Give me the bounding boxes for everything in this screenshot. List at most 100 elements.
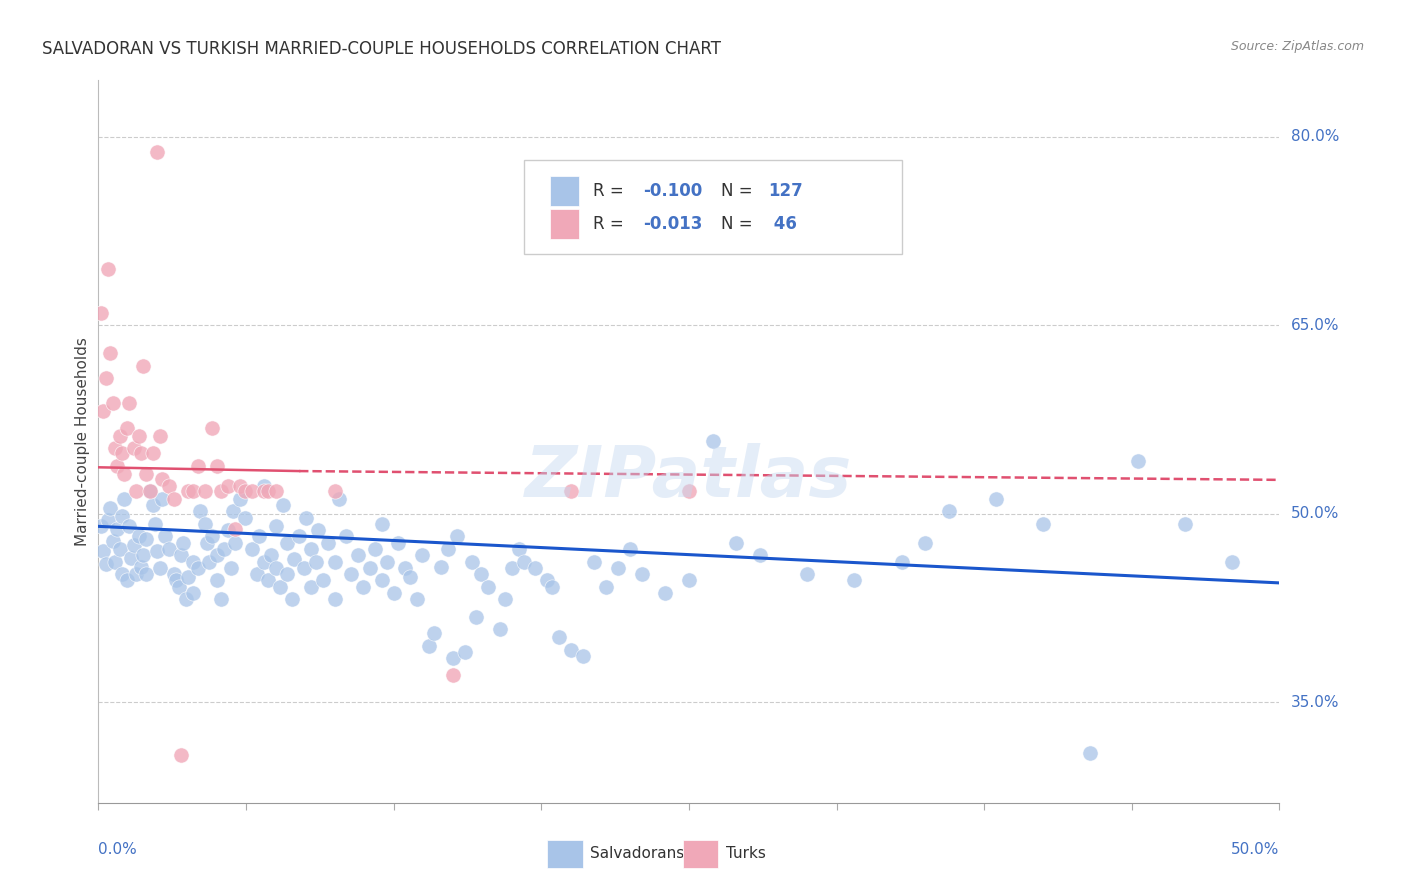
- Point: [512, 555, 534, 569]
- Point: [560, 484, 582, 499]
- Point: [399, 569, 422, 583]
- Point: [122, 538, 145, 552]
- Point: [108, 429, 131, 443]
- Text: 65.0%: 65.0%: [1291, 318, 1339, 333]
- Point: [253, 484, 276, 499]
- Point: [104, 442, 127, 456]
- Point: [146, 544, 169, 558]
- Point: [112, 467, 135, 481]
- Point: [914, 535, 936, 549]
- Point: [607, 561, 630, 575]
- Point: [501, 561, 523, 575]
- Point: [209, 484, 232, 499]
- Point: [441, 651, 464, 665]
- Point: [276, 567, 298, 582]
- Text: 35.0%: 35.0%: [1291, 695, 1339, 710]
- Point: [135, 532, 157, 546]
- Point: [382, 586, 405, 600]
- Point: [387, 535, 409, 549]
- Point: [295, 510, 318, 524]
- Point: [260, 548, 283, 562]
- FancyBboxPatch shape: [550, 176, 579, 206]
- Point: [281, 592, 304, 607]
- Point: [702, 434, 724, 448]
- Point: [150, 491, 173, 506]
- Point: [352, 580, 374, 594]
- Point: [1174, 516, 1197, 531]
- Point: [418, 639, 440, 653]
- Point: [111, 567, 134, 582]
- Point: [143, 516, 166, 531]
- Point: [264, 519, 287, 533]
- Point: [135, 567, 157, 582]
- Point: [198, 555, 221, 569]
- Point: [890, 555, 912, 569]
- Text: 127: 127: [768, 182, 803, 200]
- Point: [97, 513, 120, 527]
- Point: [264, 484, 287, 499]
- Point: [118, 519, 141, 533]
- Point: [340, 567, 363, 582]
- Point: [98, 346, 121, 360]
- Text: R =: R =: [593, 182, 630, 200]
- Text: R =: R =: [593, 215, 630, 233]
- Point: [105, 522, 128, 536]
- Point: [271, 498, 294, 512]
- Point: [257, 484, 280, 499]
- Point: [423, 626, 446, 640]
- Point: [233, 510, 256, 524]
- Point: [430, 559, 453, 574]
- Point: [94, 557, 117, 571]
- Point: [359, 561, 381, 575]
- Point: [108, 541, 131, 556]
- Y-axis label: Married-couple Households: Married-couple Households: [75, 337, 90, 546]
- Point: [844, 574, 866, 588]
- Point: [205, 574, 228, 588]
- Point: [725, 535, 748, 549]
- Point: [489, 623, 512, 637]
- Point: [678, 574, 700, 588]
- Point: [219, 561, 242, 575]
- Point: [224, 522, 246, 536]
- Point: [98, 500, 121, 515]
- Point: [181, 555, 204, 569]
- Point: [142, 498, 165, 512]
- Point: [129, 559, 152, 574]
- Point: [90, 306, 112, 320]
- Point: [194, 516, 217, 531]
- Point: [132, 359, 155, 373]
- Point: [229, 479, 252, 493]
- Point: [335, 529, 357, 543]
- Point: [460, 555, 482, 569]
- Point: [139, 484, 162, 499]
- Point: [146, 145, 169, 159]
- Point: [465, 610, 488, 624]
- Point: [437, 541, 460, 556]
- Point: [276, 535, 298, 549]
- Point: [571, 648, 593, 663]
- Point: [205, 548, 228, 562]
- Point: [406, 592, 429, 607]
- Text: 0.0%: 0.0%: [98, 842, 138, 856]
- Text: N =: N =: [721, 215, 758, 233]
- Point: [170, 548, 193, 562]
- Text: Source: ZipAtlas.com: Source: ZipAtlas.com: [1230, 40, 1364, 54]
- Point: [470, 567, 492, 582]
- Point: [453, 645, 475, 659]
- Point: [323, 555, 346, 569]
- Text: -0.100: -0.100: [643, 182, 702, 200]
- Point: [307, 523, 329, 537]
- Point: [508, 541, 530, 556]
- FancyBboxPatch shape: [550, 209, 579, 239]
- Point: [347, 548, 370, 562]
- Point: [101, 534, 124, 549]
- Point: [328, 491, 350, 506]
- Point: [172, 535, 194, 549]
- Point: [121, 550, 143, 565]
- Point: [375, 555, 398, 569]
- Point: [748, 548, 770, 562]
- Point: [174, 592, 197, 607]
- Text: 50.0%: 50.0%: [1291, 507, 1339, 521]
- Point: [288, 529, 311, 543]
- Point: [91, 544, 114, 558]
